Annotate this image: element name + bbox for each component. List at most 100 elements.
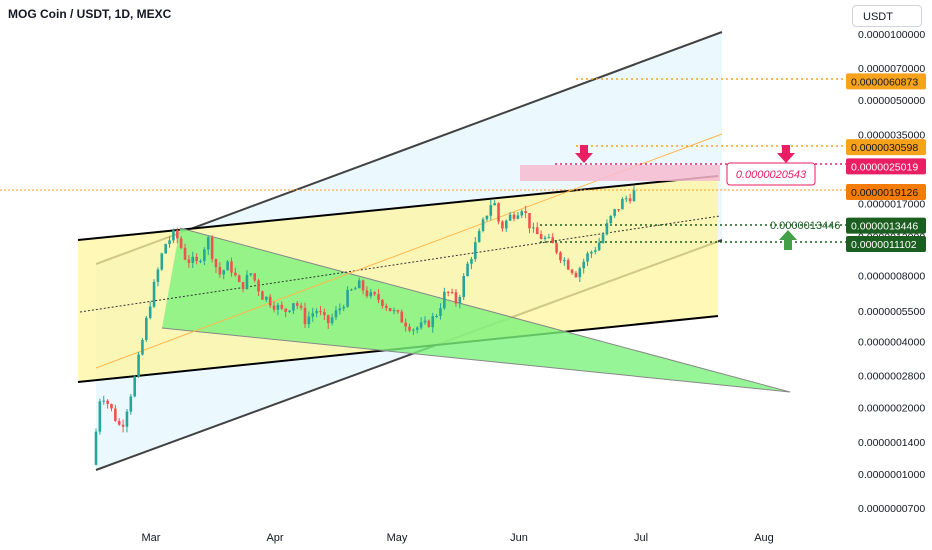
candle-body <box>559 252 562 261</box>
candle-body <box>408 326 411 331</box>
candle-body <box>334 310 338 318</box>
candle-body <box>524 211 527 214</box>
candle-body <box>458 297 462 304</box>
candle-body <box>450 292 454 294</box>
price-label: 0.0000025019 <box>846 158 926 175</box>
currency-selector[interactable]: USDT <box>852 5 922 27</box>
y-tick-label: 0.0000005500 <box>858 306 925 318</box>
green-wedge-fill <box>162 228 790 392</box>
candle-body <box>319 311 322 313</box>
candle-body <box>299 305 303 308</box>
candle-body <box>443 291 446 309</box>
candle-body <box>172 230 175 241</box>
candle-body <box>520 211 524 216</box>
price-label: 0.0000013446 <box>846 217 926 234</box>
candle-body <box>578 268 582 278</box>
candle-body <box>323 312 326 316</box>
price-label: 0.0000019126 <box>846 184 926 201</box>
candle-body <box>346 289 349 307</box>
candle-body <box>423 320 427 323</box>
candle-body <box>102 400 106 402</box>
candle-body <box>597 242 601 251</box>
candle-body <box>110 403 113 409</box>
candle-body <box>381 299 384 306</box>
candle-body <box>106 400 109 404</box>
annotation-20543-text: 0.0000020543 <box>736 169 807 181</box>
candle-body <box>265 296 268 300</box>
candle-body <box>361 280 365 291</box>
candle-body <box>547 237 551 239</box>
candle-body <box>230 261 233 273</box>
candle-body <box>501 221 504 229</box>
candle-body <box>272 305 276 310</box>
candle-body <box>311 313 315 317</box>
candle-body <box>191 256 195 263</box>
candle-body <box>330 317 334 324</box>
candle-body <box>493 203 496 206</box>
candle-body <box>241 282 245 289</box>
candle-body <box>175 230 179 239</box>
price-label-text: 0.0000060873 <box>851 76 918 88</box>
candle-body <box>586 253 589 262</box>
candle-body <box>365 290 369 297</box>
candle-body <box>582 261 585 269</box>
x-axis[interactable]: Mar Apr May Jun Jul Aug <box>142 532 774 544</box>
candle-body <box>129 396 133 412</box>
red-down-arrow-icon <box>575 145 593 163</box>
candle-body <box>342 306 346 309</box>
candle-body <box>338 308 342 311</box>
candle-body <box>412 329 415 331</box>
candle-body <box>133 376 137 397</box>
y-tick-label: 0.0000000700 <box>858 503 925 515</box>
candle-body <box>508 214 512 221</box>
x-tick-label: Jun <box>510 532 528 544</box>
candle-body <box>384 305 388 308</box>
candle-body <box>532 227 535 229</box>
candle-body <box>141 339 144 355</box>
candle-body <box>628 198 632 202</box>
candle-body <box>470 259 473 264</box>
y-tick-label: 0.0000100000 <box>858 29 925 41</box>
candle-body <box>168 240 171 245</box>
candle-body <box>516 215 520 219</box>
candle-body <box>199 261 202 263</box>
candle-body <box>226 261 229 271</box>
chart-title: MOG Coin / USDT, 1D, MEXC <box>8 7 172 21</box>
candle-body <box>357 280 361 289</box>
candle-body <box>137 354 140 377</box>
candle-body <box>439 308 442 316</box>
price-label-text: 0.0000025019 <box>851 161 918 173</box>
candle-body <box>497 203 500 222</box>
price-label-text: 0.0000030598 <box>851 142 918 154</box>
candle-body <box>477 230 481 243</box>
candle-body <box>261 291 264 300</box>
candle-body <box>214 259 218 268</box>
price-label-text: 0.0000013446 <box>851 221 918 233</box>
candle-body <box>543 237 547 240</box>
candles-group <box>94 186 636 466</box>
candle-body <box>145 317 148 340</box>
candle-body <box>121 424 125 427</box>
y-tick-label: 0.0000070000 <box>858 63 925 75</box>
candle-body <box>369 292 373 297</box>
candle-body <box>245 274 249 289</box>
candle-body <box>512 214 516 219</box>
candle-body <box>466 263 469 277</box>
annotation-20543: 0.0000020543 <box>726 162 816 186</box>
candle-body <box>94 431 98 465</box>
candle-body <box>528 213 531 229</box>
candle-body <box>268 296 272 306</box>
candle-body <box>605 223 609 235</box>
candle-body <box>504 220 508 229</box>
candle-body <box>350 289 353 291</box>
y-axis[interactable]: 0.0000100000 0.0000070000 0.0000050000 0.00… <box>858 29 925 515</box>
candle-body <box>609 215 613 224</box>
candle-body <box>218 267 222 275</box>
candle-body <box>555 243 558 253</box>
candle-body <box>98 401 102 432</box>
annotation-13446-text: 0.0000013446 <box>770 220 840 232</box>
y-tick-label: 0.0000050000 <box>858 95 925 107</box>
candle-body <box>295 303 299 306</box>
x-tick-label: May <box>387 532 408 544</box>
